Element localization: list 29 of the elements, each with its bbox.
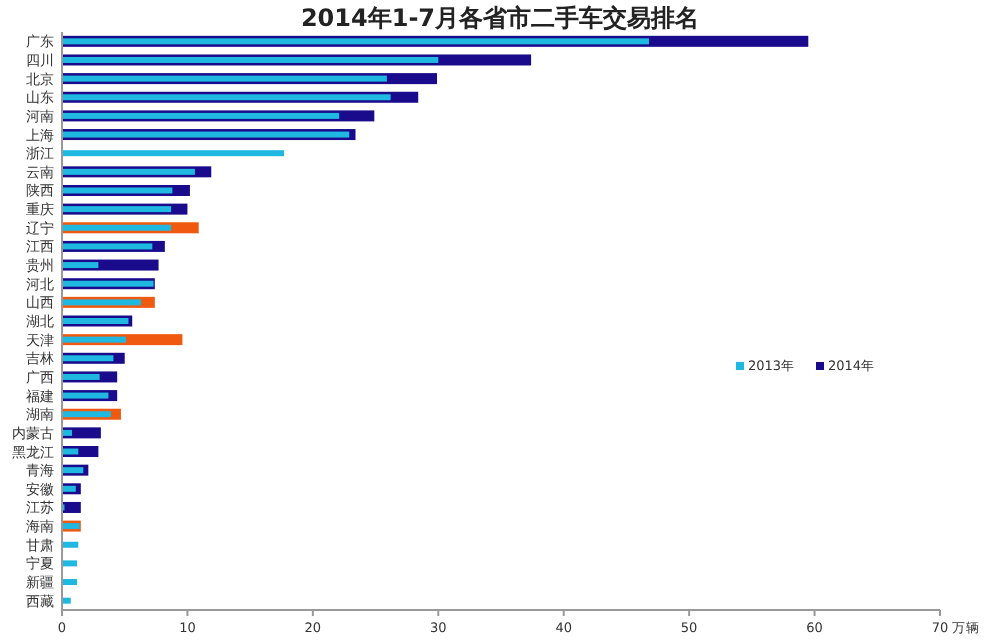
bar <box>62 150 285 157</box>
bar <box>62 560 78 567</box>
bar <box>62 299 142 306</box>
bar <box>62 373 100 380</box>
bar <box>62 597 71 604</box>
bar <box>62 206 172 213</box>
bar <box>62 112 340 119</box>
bar <box>62 38 650 45</box>
bar <box>62 411 111 418</box>
bar <box>62 168 195 175</box>
bar <box>62 579 78 586</box>
bar <box>62 355 114 362</box>
bar <box>62 243 153 250</box>
bar <box>62 429 73 436</box>
bar <box>62 56 439 63</box>
bar <box>62 501 81 513</box>
bar <box>62 485 76 492</box>
bar <box>62 94 391 101</box>
bar <box>62 224 172 231</box>
bar <box>62 448 79 455</box>
bar <box>62 392 109 399</box>
bar <box>62 187 173 194</box>
bar <box>62 75 387 82</box>
chart-title: 2014年1-7月各省市二手车交易排名 <box>300 4 700 32</box>
bar <box>62 336 126 343</box>
bar <box>62 131 350 138</box>
bar <box>62 467 84 474</box>
bar <box>62 541 79 548</box>
bar <box>62 262 99 269</box>
